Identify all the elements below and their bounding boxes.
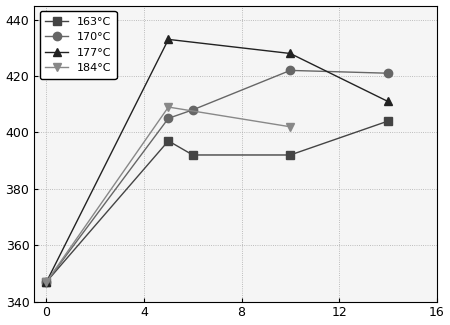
Line: 177°C: 177°C: [42, 35, 392, 286]
163°C: [288, 153, 293, 157]
184°C: [44, 280, 49, 284]
163°C: [190, 153, 195, 157]
184°C: [288, 125, 293, 129]
170°C: [288, 69, 293, 72]
170°C: [44, 280, 49, 284]
Line: 184°C: 184°C: [42, 103, 294, 286]
177°C: [288, 52, 293, 56]
177°C: [44, 280, 49, 284]
163°C: [166, 139, 171, 143]
Line: 163°C: 163°C: [42, 117, 392, 286]
170°C: [190, 108, 195, 112]
170°C: [385, 71, 391, 75]
163°C: [44, 280, 49, 284]
177°C: [385, 99, 391, 103]
184°C: [166, 105, 171, 109]
170°C: [166, 116, 171, 120]
Legend: 163°C, 170°C, 177°C, 184°C: 163°C, 170°C, 177°C, 184°C: [40, 11, 117, 79]
177°C: [166, 37, 171, 41]
163°C: [385, 119, 391, 123]
Line: 170°C: 170°C: [42, 66, 392, 286]
